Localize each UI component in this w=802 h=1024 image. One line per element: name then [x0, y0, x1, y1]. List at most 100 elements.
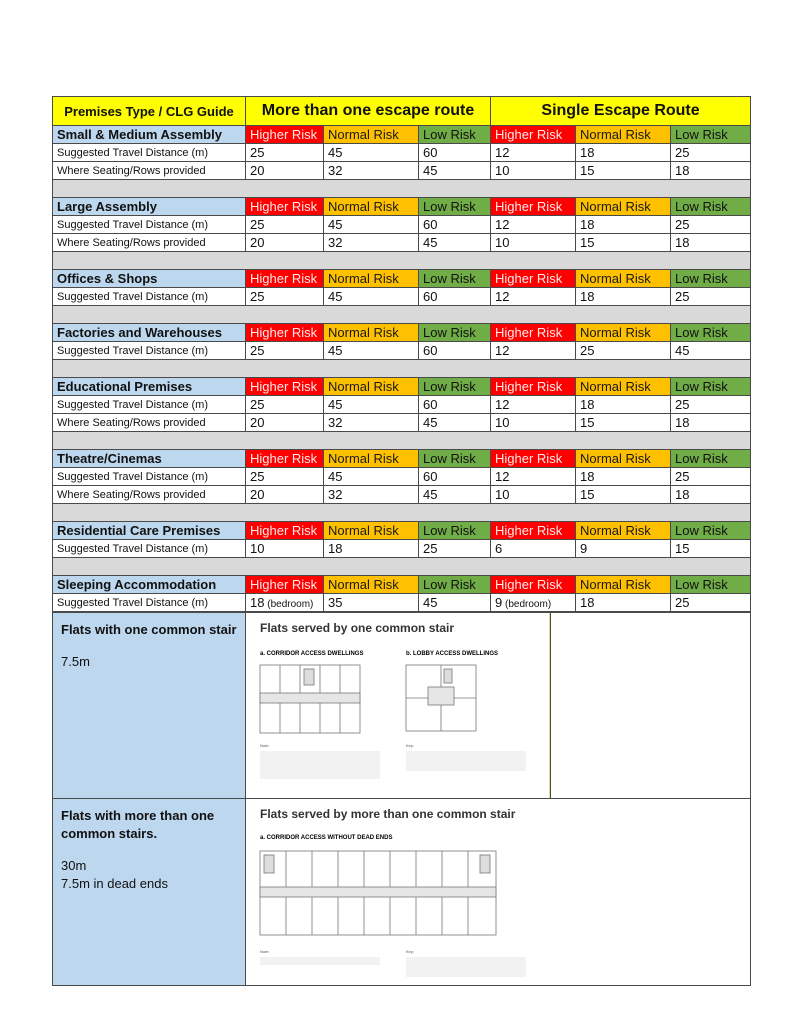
- risk-level-label: Low Risk: [417, 125, 492, 144]
- distance-value-cell: 18: [670, 485, 752, 504]
- spacer-cell: [51, 503, 752, 522]
- flats-multi-stair-distance-line-1: 30m: [61, 858, 87, 873]
- distance-value: 60: [423, 397, 438, 412]
- section-header-row: Small & Medium Assembly Higher Risk Normal…: [52, 125, 752, 144]
- risk-level-label: Normal Risk: [323, 575, 419, 594]
- distance-value-cell: 12: [490, 467, 577, 486]
- risk-level-label: Higher Risk: [490, 197, 577, 216]
- diagram-notes-block-multi: [260, 957, 380, 965]
- distance-value-cell: 35: [323, 593, 419, 612]
- distance-value: 25: [580, 343, 595, 358]
- distance-value: 20: [250, 235, 265, 250]
- distance-value-cell: 32: [323, 413, 419, 432]
- diagram-title-multi-stair: Flats served by more than one common sta…: [260, 807, 516, 821]
- diagram-title-one-stair: Flats served by one common stair: [260, 621, 455, 635]
- section-header-row: Educational Premises Higher Risk Normal Ri…: [52, 377, 752, 396]
- distance-value: 60: [423, 343, 438, 358]
- distance-value-cell: 10: [490, 161, 577, 180]
- distance-value-cell: 25: [245, 287, 324, 306]
- distance-value-cell: 60: [417, 143, 492, 162]
- distance-value-cell: 10: [245, 539, 324, 558]
- section-header-row: Theatre/Cinemas Higher Risk Normal Risk Low…: [52, 449, 752, 468]
- row-label: Suggested Travel Distance (m): [52, 215, 246, 234]
- distance-value-cell: 60: [417, 287, 492, 306]
- corridor-without-dead-ends-plan: [259, 850, 497, 936]
- table-row: Where Seating/Rows provided 20 32 45 10 15 18: [52, 233, 752, 252]
- section-header-row: Offices & Shops Higher Risk Normal Risk Low…: [52, 269, 752, 288]
- travel-distance-sheet: Premises Type / CLG Guide More than one …: [51, 96, 752, 1024]
- distance-value: 45: [423, 163, 438, 178]
- flats-one-stair-blank-cell: [550, 612, 751, 799]
- distance-value: 12: [495, 397, 510, 412]
- distance-value-cell: 12: [490, 287, 577, 306]
- row-label: Suggested Travel Distance (m): [52, 539, 246, 558]
- distance-value: 12: [495, 469, 510, 484]
- distance-value-cell: 45: [417, 233, 492, 252]
- distance-value-cell: 10: [490, 233, 577, 252]
- distance-value: 20: [250, 163, 265, 178]
- distance-value-cell: 20: [245, 161, 324, 180]
- distance-value-cell: 60: [417, 395, 492, 414]
- premises-type-header: Premises Type / CLG Guide: [52, 96, 246, 126]
- distance-value-cell: 25: [245, 395, 324, 414]
- distance-value-cell: 18: [323, 539, 419, 558]
- risk-level-label: Higher Risk: [490, 377, 577, 396]
- distance-value-cell: 25: [670, 287, 752, 306]
- distance-value: 10: [250, 541, 265, 556]
- distance-value-cell: 45: [323, 341, 419, 360]
- distance-value-cell: 45: [323, 287, 419, 306]
- distance-value: 18: [328, 541, 343, 556]
- row-label: Suggested Travel Distance (m): [52, 593, 246, 612]
- table-row: Where Seating/Rows provided 20 32 45 10 15 18: [52, 161, 752, 180]
- distance-value-cell: 45: [417, 485, 492, 504]
- flats-one-stair-row: Flats with one common stair 7.5m Flats s…: [52, 612, 751, 799]
- flats-one-stair-diagram: Flats served by one common stair a. CORR…: [246, 613, 550, 798]
- table-row: Suggested Travel Distance (m) 25 45 60 12 18 2…: [52, 395, 752, 414]
- distance-value: 60: [423, 289, 438, 304]
- distance-value: 45: [328, 469, 343, 484]
- table-row: Suggested Travel Distance (m) 10 18 25 6 9 15: [52, 539, 752, 558]
- risk-level-label: Low Risk: [670, 125, 752, 144]
- risk-level-label: Higher Risk: [490, 269, 577, 288]
- distance-value: 18: [675, 487, 690, 502]
- distance-value-cell: 45: [417, 161, 492, 180]
- flats-multi-stair-diagram-cell: Flats served by more than one common sta…: [245, 798, 751, 986]
- distance-value-cell: 45: [670, 341, 752, 360]
- distance-value: 60: [423, 469, 438, 484]
- distance-value: 20: [250, 415, 265, 430]
- risk-level-label: Higher Risk: [490, 575, 577, 594]
- distance-value-cell: 18: [670, 413, 752, 432]
- spacer-cell: [51, 305, 752, 324]
- risk-level-label: Higher Risk: [245, 521, 324, 540]
- row-label: Suggested Travel Distance (m): [52, 395, 246, 414]
- distance-note: (bedroom): [264, 599, 314, 610]
- risk-level-label: Higher Risk: [245, 125, 324, 144]
- table-row: Suggested Travel Distance (m) 25 45 60 12 18 2…: [52, 143, 752, 162]
- section-header-row: Large Assembly Higher Risk Normal Risk Low …: [52, 197, 752, 216]
- risk-level-label: Normal Risk: [323, 125, 419, 144]
- distance-value: 25: [675, 217, 690, 232]
- distance-value: 18: [580, 289, 595, 304]
- row-label: Suggested Travel Distance (m): [52, 143, 246, 162]
- distance-value: 10: [495, 163, 510, 178]
- distance-value-cell: 25: [670, 467, 752, 486]
- table-row: Suggested Travel Distance (m) 25 45 60 12 18 2…: [52, 467, 752, 486]
- distance-value: 15: [675, 541, 690, 556]
- section-title: Sleeping Accommodation: [52, 575, 246, 594]
- distance-value-cell: 25: [245, 341, 324, 360]
- flats-multi-stair-distance-line-2: 7.5m in dead ends: [61, 876, 168, 891]
- distance-value-cell: 45: [323, 395, 419, 414]
- multiple-escape-routes-header: More than one escape route: [244, 96, 492, 126]
- distance-value: 10: [495, 415, 510, 430]
- distance-value-cell: 15: [575, 413, 672, 432]
- flats-one-stair-diagram-cell: Flats served by one common stair a. CORR…: [245, 612, 551, 799]
- table-row: Suggested Travel Distance (m) 18 (bedroom…: [52, 593, 752, 612]
- section-spacer-row: [51, 251, 752, 270]
- risk-level-label: Low Risk: [670, 449, 752, 468]
- risk-level-label: Normal Risk: [323, 377, 419, 396]
- flats-multi-stair-diagram: Flats served by more than one common sta…: [246, 799, 551, 985]
- flats-multi-stair-distance: 30m 7.5m in dead ends: [61, 857, 237, 893]
- section-spacer-row: [51, 431, 752, 450]
- section-title: Factories and Warehouses: [52, 323, 246, 342]
- risk-level-label: Normal Risk: [323, 323, 419, 342]
